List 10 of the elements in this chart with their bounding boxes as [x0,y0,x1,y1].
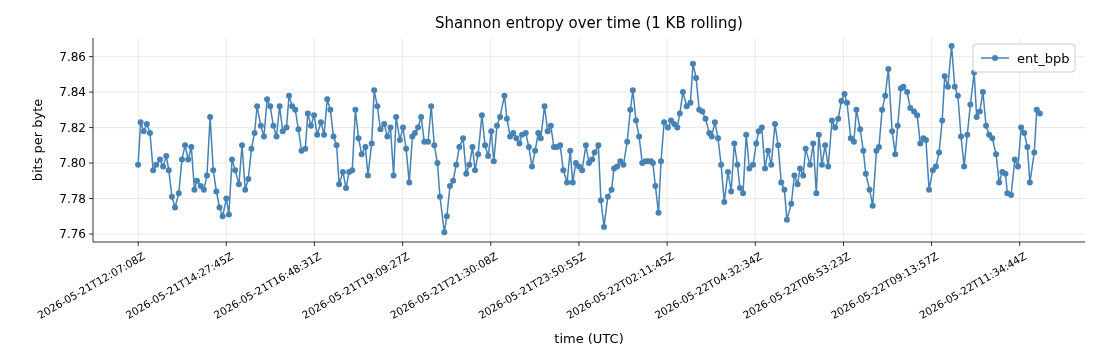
y-tick-label: 7.86 [59,49,86,64]
chart-title: Shannon entropy over time (1 KB rolling) [435,14,743,32]
y-tick-label: 7.84 [59,85,86,100]
y-tick-label: 7.80 [59,156,86,171]
y-tick-label: 7.82 [59,120,86,135]
legend-label: ent_bpb [1017,50,1070,66]
y-tick-label: 7.78 [59,191,86,206]
y-axis-title: bits per byte [30,98,45,182]
y-tick-label: 7.76 [59,227,86,242]
x-axis-title: time (UTC) [554,331,624,346]
